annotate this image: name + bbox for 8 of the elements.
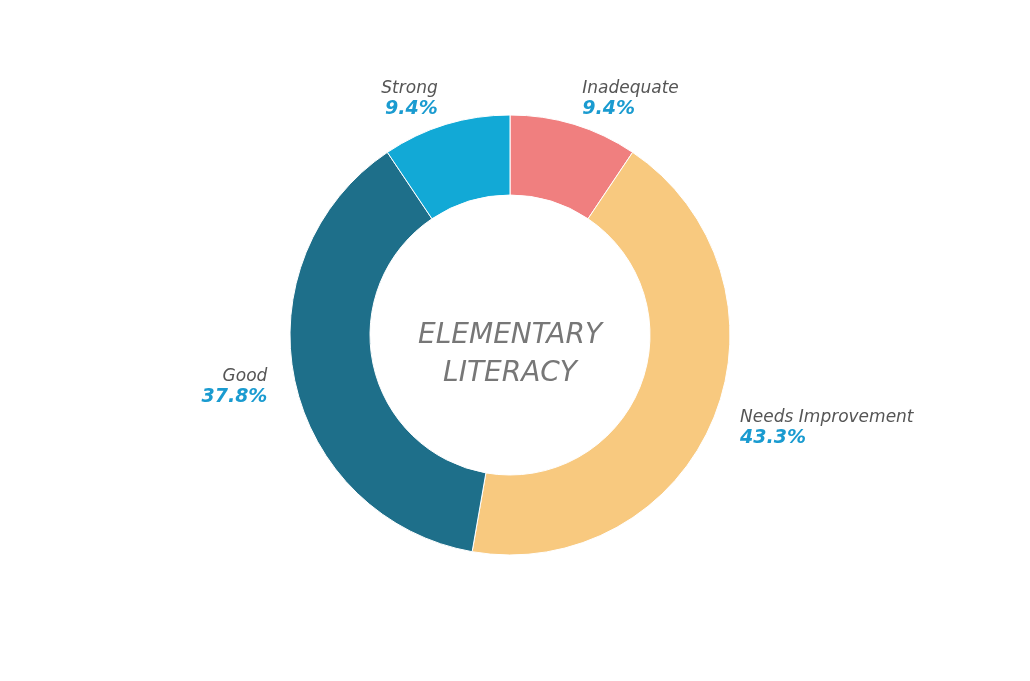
slice-label: Needs Improvement	[740, 406, 915, 427]
text: ELEMENTARY LITERACY	[417, 317, 604, 388]
slice-label: Strong	[381, 76, 438, 97]
slice-label: Good	[222, 365, 268, 386]
data-label: 43.3%	[739, 425, 807, 448]
data-label: 37.8%	[201, 384, 268, 407]
slice-label: Inadequate	[582, 76, 679, 97]
data-label: 9.4%	[582, 95, 635, 118]
